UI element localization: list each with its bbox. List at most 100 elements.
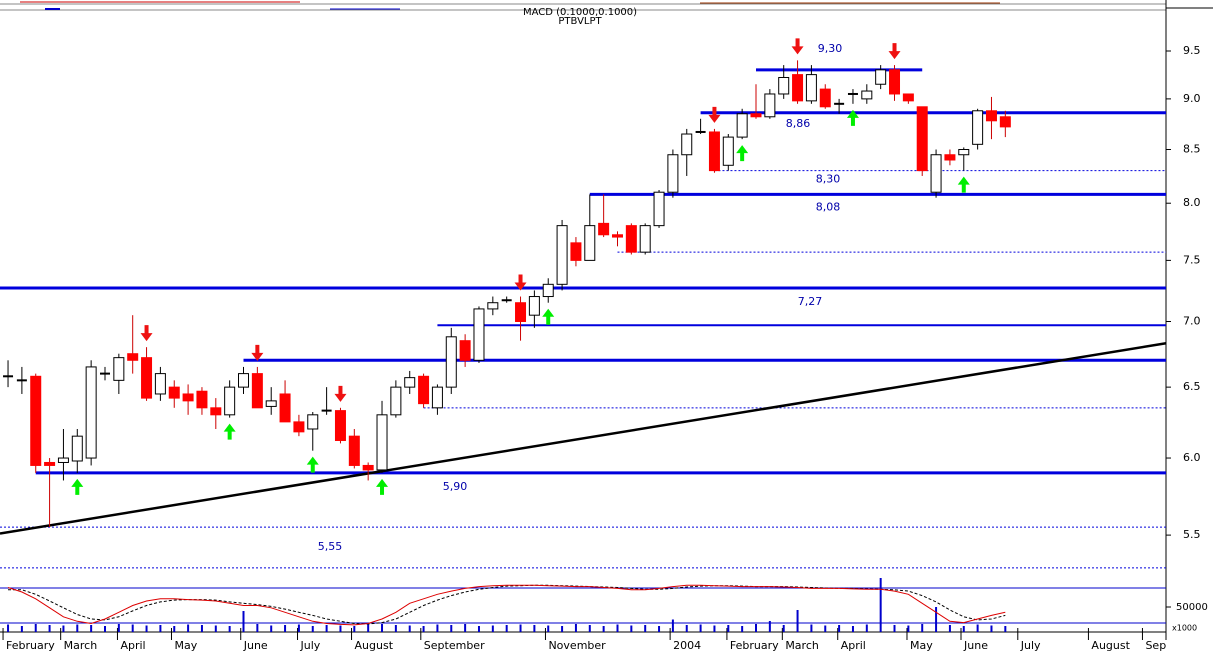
- buy-arrow: [957, 176, 970, 193]
- level-label: 8,86: [786, 117, 811, 130]
- candle-body: [307, 414, 319, 430]
- candle-body: [30, 375, 42, 466]
- x-tick-label: July: [1020, 639, 1041, 652]
- candle-body: [224, 386, 236, 416]
- y-tick-label: 5.5: [1183, 528, 1201, 541]
- candle-body: [667, 154, 679, 193]
- candle-body: [528, 296, 540, 316]
- volume-tick-label: 50000: [1176, 602, 1208, 613]
- candle-body: [404, 377, 416, 388]
- candle-body: [916, 106, 928, 172]
- oscillator-main: [7, 584, 1006, 626]
- candle-body: [71, 435, 83, 462]
- sell-arrow: [791, 38, 804, 55]
- buy-arrow: [846, 109, 859, 126]
- y-tick-label: 6.5: [1183, 380, 1201, 393]
- candle-body: [85, 366, 97, 459]
- candle-body: [334, 410, 346, 441]
- candle-body: [515, 302, 527, 322]
- sell-arrow: [140, 325, 153, 342]
- candle-body: [265, 400, 277, 407]
- candle-body: [168, 386, 180, 399]
- candle-body: [473, 308, 485, 361]
- buy-arrow: [376, 478, 389, 495]
- candle-body: [639, 225, 651, 253]
- candle-body: [376, 414, 388, 471]
- y-tick-label: 6.0: [1183, 451, 1201, 464]
- x-tick-label: June: [243, 639, 268, 652]
- candle-body: [570, 242, 582, 261]
- candle-body: [487, 302, 499, 310]
- y-tick-label: 8.5: [1183, 143, 1201, 156]
- buy-arrow: [306, 456, 319, 473]
- sell-arrow: [708, 106, 721, 123]
- candle-body: [390, 386, 402, 416]
- candle-body: [930, 154, 942, 193]
- candle-body: [764, 93, 776, 118]
- level-label: 9,30: [818, 42, 843, 55]
- candle-body: [999, 116, 1011, 128]
- candle-body: [556, 225, 568, 285]
- trend-line: [0, 342, 1167, 535]
- y-tick-label: 7.0: [1183, 314, 1201, 327]
- candle-body: [736, 113, 748, 138]
- candle-body: [182, 393, 194, 402]
- chart-title: MACD (0.1000,0.1000): [523, 7, 637, 18]
- candle-body: [154, 373, 166, 395]
- candle-body: [750, 113, 762, 118]
- candle-body: [44, 461, 56, 466]
- sell-arrow: [251, 344, 264, 361]
- candle-body: [418, 375, 430, 405]
- x-tick-label: May: [174, 639, 197, 652]
- candle-body: [819, 88, 831, 108]
- candle-body: [958, 149, 970, 156]
- candle-body: [238, 373, 250, 388]
- candle-body: [431, 386, 443, 409]
- x-tick-label: April: [120, 639, 145, 652]
- level-label: 8,08: [816, 200, 841, 213]
- candle-body: [972, 110, 984, 145]
- volume-unit: x1000: [1172, 624, 1197, 633]
- x-tick-label: May: [910, 639, 933, 652]
- candle-body: [889, 69, 901, 95]
- candle-body: [653, 191, 665, 227]
- x-tick-label: Sep: [1145, 639, 1166, 652]
- candle-body: [985, 110, 997, 122]
- candle-body: [722, 136, 734, 166]
- x-tick-label: March: [785, 639, 819, 652]
- candle-body: [210, 407, 222, 416]
- candle-body: [251, 373, 263, 409]
- x-tick-label: March: [64, 639, 98, 652]
- candle-body: [944, 154, 956, 161]
- candle-body: [348, 435, 360, 466]
- oscillator-signal: [8, 584, 1006, 625]
- x-tick-label: November: [548, 639, 606, 652]
- x-tick-label: July: [300, 639, 321, 652]
- candle-body: [445, 336, 457, 388]
- buy-arrow: [542, 308, 555, 325]
- x-tick-label: August: [355, 639, 394, 652]
- candle-body: [902, 93, 914, 102]
- candle-body: [861, 90, 873, 100]
- candle-body: [598, 222, 610, 236]
- candle-body: [542, 283, 554, 298]
- x-tick-label: February: [6, 639, 55, 652]
- sell-arrow: [888, 43, 901, 60]
- buy-arrow: [71, 478, 84, 495]
- candle-body: [708, 131, 720, 172]
- candle-body: [141, 357, 153, 399]
- candle-body: [875, 69, 887, 85]
- sell-arrow: [514, 274, 527, 291]
- buy-arrow: [736, 145, 749, 162]
- candle-body: [113, 357, 125, 381]
- candle-body: [279, 393, 291, 423]
- buy-arrow: [223, 423, 236, 440]
- y-tick-label: 7.5: [1183, 253, 1201, 266]
- x-tick-label: June: [963, 639, 988, 652]
- y-tick-label: 8.0: [1183, 196, 1201, 209]
- x-tick-label: April: [841, 639, 866, 652]
- y-tick-label: 9.0: [1183, 92, 1201, 105]
- chart-subtitle: PTBVLPT: [558, 16, 602, 27]
- candle-body: [625, 225, 637, 253]
